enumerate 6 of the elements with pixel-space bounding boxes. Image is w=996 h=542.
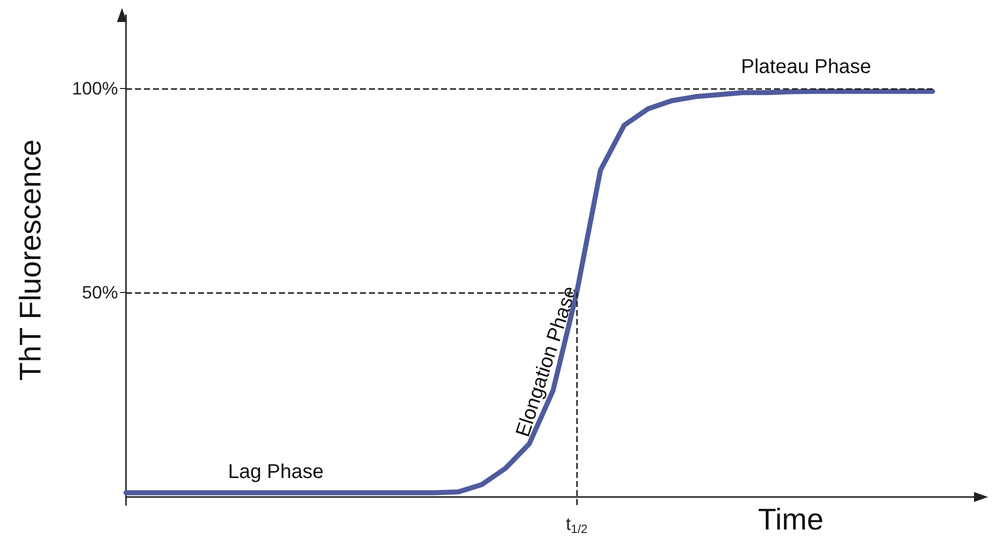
x-axis-title: Time — [758, 504, 824, 536]
y-tick-label: 50% — [82, 282, 118, 303]
y-axis-title: ThT Fluorescence — [14, 139, 48, 381]
annotation: Plateau Phase — [741, 56, 872, 78]
annotation: Lag Phase — [228, 461, 324, 483]
y-tick-label: 100% — [72, 78, 118, 98]
